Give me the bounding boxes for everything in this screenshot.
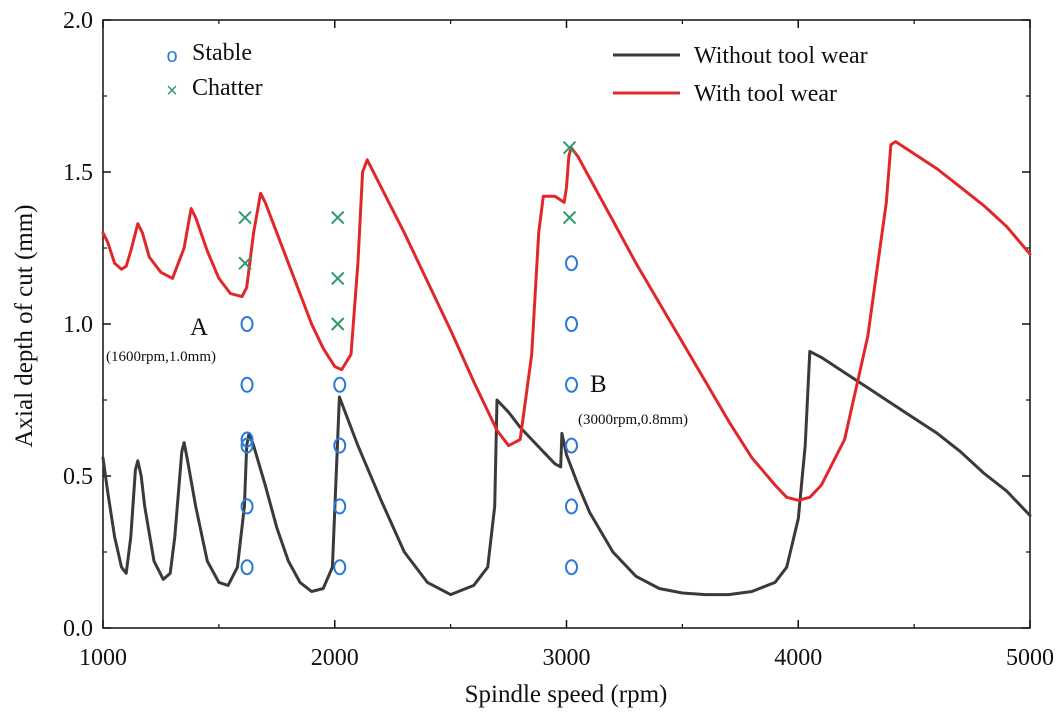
stable-point [240, 559, 254, 576]
chatter-point [562, 210, 577, 225]
legend-without-wear-label: Without tool wear [694, 43, 868, 69]
series-line-with-tool-wear [101, 140, 1032, 502]
y-tick-label: 2.0 [63, 8, 93, 34]
series-line-without-tool-wear [101, 349, 1032, 597]
stable-point [565, 559, 578, 576]
stable-point [565, 437, 578, 454]
x-tick-label: 4000 [774, 645, 822, 671]
x-tick-label: 3000 [543, 645, 591, 671]
legend-with-wear-label: With tool wear [694, 81, 837, 107]
legend-chatter-label: Chatter [192, 75, 263, 101]
stable-point [333, 376, 347, 393]
chatter-point [238, 256, 252, 270]
chatter-point [562, 140, 577, 155]
annotation-a-text: (1600rpm,1.0mm) [106, 349, 216, 365]
stable-point [565, 255, 578, 272]
x-tick-label: 2000 [311, 645, 359, 671]
stable-point [240, 431, 254, 448]
stable-point [565, 316, 578, 332]
chatter-point [331, 317, 345, 331]
annotation-a-letter: A [190, 314, 208, 341]
y-tick-label: 0.5 [63, 464, 93, 490]
y-axis-label: Axial depth of cut (mm) [11, 205, 38, 448]
stable-point [565, 376, 578, 393]
chatter-point [331, 271, 345, 286]
y-tick-label: 1.5 [63, 160, 93, 186]
legend-stable-label: Stable [192, 40, 252, 66]
chatter-point [331, 210, 345, 225]
line-legend: Without tool wear With tool wear [613, 43, 868, 107]
annotation-b-text: (3000rpm,0.8mm) [578, 412, 688, 428]
stable-point [565, 498, 578, 515]
stable-point [240, 437, 254, 454]
stable-point [240, 498, 254, 515]
scatter-legend: o Stable × Chatter [166, 40, 262, 102]
x-tick-label: 1000 [79, 645, 127, 671]
legend-chatter-marker: × [166, 80, 178, 102]
stable-point [240, 316, 254, 332]
y-tick-label: 1.0 [63, 312, 93, 338]
legend-stable-marker: o [166, 45, 177, 67]
stable-point [333, 437, 347, 454]
stable-point [333, 498, 347, 515]
annotation-b-letter: B [590, 371, 607, 398]
stable-point [333, 559, 347, 576]
x-tick-label: 5000 [1006, 645, 1054, 671]
stable-point [240, 376, 254, 393]
x-axis-label: Spindle speed (rpm) [465, 681, 668, 708]
chatter-point [238, 210, 252, 225]
y-tick-label: 0.0 [63, 616, 93, 642]
